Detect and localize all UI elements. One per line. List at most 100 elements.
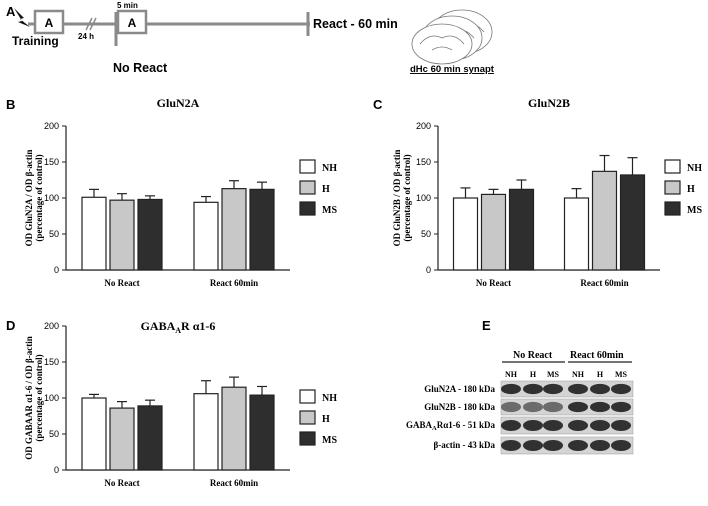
break-mark [89, 17, 97, 31]
bar-nh [81, 397, 107, 471]
blot-lane-label: MS [547, 370, 560, 379]
blot-band [523, 440, 543, 451]
blot-band [590, 401, 610, 413]
x-tick-label: React 60min [580, 278, 628, 288]
legend-label: MS [322, 205, 337, 216]
blot-row-label: GluN2A - 180 kDa [424, 384, 495, 394]
blot-lane-label: H [597, 370, 604, 379]
panel-letter-b: B [6, 97, 15, 112]
x-tick-label: React 60min [210, 278, 258, 288]
blot-band [568, 420, 588, 431]
chart-title: GABAAR α1-6 [141, 319, 216, 335]
legend-swatch-nh [664, 159, 681, 174]
lightning-icon [14, 8, 30, 27]
x-tick-label: No React [104, 278, 139, 288]
blot-band [590, 420, 610, 431]
blot-band [523, 420, 543, 431]
bar-h [221, 188, 247, 271]
y-axis-label-sub: (percentage of control) [34, 154, 44, 241]
legend-label: NH [322, 163, 337, 174]
panel-a-timeline: A A Training 24 h 5 min A React - 60 min… [6, 1, 495, 75]
y-tick-label: 100 [44, 193, 59, 203]
y-tick-label: 0 [54, 465, 59, 475]
bar-h [480, 193, 507, 271]
legend-label: H [322, 414, 330, 425]
blot-lane-label: MS [615, 370, 628, 379]
bar-ms [137, 405, 163, 471]
bar-nh [193, 393, 219, 471]
western-blot: No React React 60min NH H MS NH H MS GluN2A -… [406, 350, 634, 455]
chart-glun2b: GluN2B OD GluN2B / OD β-actin (percentage … [392, 96, 702, 288]
y-axis-label-sub: (percentage of control) [402, 154, 412, 241]
context-box-2-label: A [128, 16, 137, 30]
brain-caption: dHc 60 min synapt [410, 64, 495, 75]
panel-letter-d: D [6, 318, 15, 333]
y-tick-label: 100 [44, 393, 59, 403]
y-tick-label: 200 [416, 121, 431, 131]
blot-lane-label: NH [505, 370, 518, 379]
bar-nh [193, 201, 219, 271]
blot-band [590, 440, 610, 451]
bar-nh [563, 197, 590, 271]
blot-band [523, 401, 543, 413]
brain-slices-icon [411, 9, 493, 65]
bar-ms [249, 394, 275, 471]
bar-h [109, 407, 135, 471]
legend-label: NH [687, 163, 702, 174]
blot-band [611, 401, 631, 413]
blot-group-label-2: React 60min [570, 350, 624, 361]
y-axis-label: OD GluN2A / OD β-actin [24, 150, 34, 247]
bar-ms [137, 198, 163, 271]
blot-band [568, 440, 588, 451]
blot-band [568, 383, 588, 395]
blot-band [523, 383, 543, 395]
duration-label: 5 min [117, 1, 138, 10]
context-box-1-label: A [45, 16, 54, 30]
blot-band [501, 420, 521, 431]
blot-band [543, 440, 563, 451]
blot-band [568, 401, 588, 413]
bar-ms [249, 188, 275, 271]
y-tick-label: 150 [416, 157, 431, 167]
legend-label: NH [322, 393, 337, 404]
break-mark [85, 17, 93, 31]
legend-label: MS [322, 435, 337, 446]
panel-letter-c: C [373, 97, 383, 112]
blot-band [501, 440, 521, 451]
context-box-1 [33, 9, 65, 35]
gap-label: 24 h [78, 32, 94, 41]
y-tick-label: 150 [44, 157, 59, 167]
y-tick-label: 150 [44, 357, 59, 367]
bar-nh [452, 197, 479, 271]
legend-swatch-h [299, 180, 316, 195]
legend-swatch-h [664, 180, 681, 195]
context-box-2 [116, 9, 148, 35]
bar-ms [508, 188, 535, 271]
blot-lane-label: NH [572, 370, 585, 379]
y-tick-label: 50 [49, 229, 59, 239]
y-tick-label: 50 [49, 429, 59, 439]
blot-band [611, 383, 631, 395]
legend-label: H [322, 184, 330, 195]
blot-band [501, 383, 521, 395]
legend-swatch-nh [299, 159, 316, 174]
y-axis-label: OD GluN2B / OD β-actin [392, 150, 402, 247]
bar-h [591, 170, 618, 271]
panel-letter-e: E [482, 318, 491, 333]
legend-swatch-ms [664, 201, 681, 216]
y-tick-label: 200 [44, 321, 59, 331]
y-tick-label: 0 [54, 265, 59, 275]
y-tick-label: 100 [416, 193, 431, 203]
blot-band [590, 383, 610, 395]
blot-group-label-1: No React [513, 350, 553, 361]
x-tick-label: No React [104, 478, 139, 488]
blot-band [543, 383, 563, 395]
blot-row-label: GluN2B - 180 kDa [424, 402, 495, 412]
blot-band [543, 420, 563, 431]
bar-h [109, 199, 135, 271]
chart-gabaar: GABAAR α1-6 OD GABAAR α1-6 / OD β-actin (p… [24, 319, 337, 488]
legend-swatch-nh [299, 389, 316, 404]
react-label: React - 60 min [313, 17, 398, 31]
blot-band [611, 420, 631, 431]
